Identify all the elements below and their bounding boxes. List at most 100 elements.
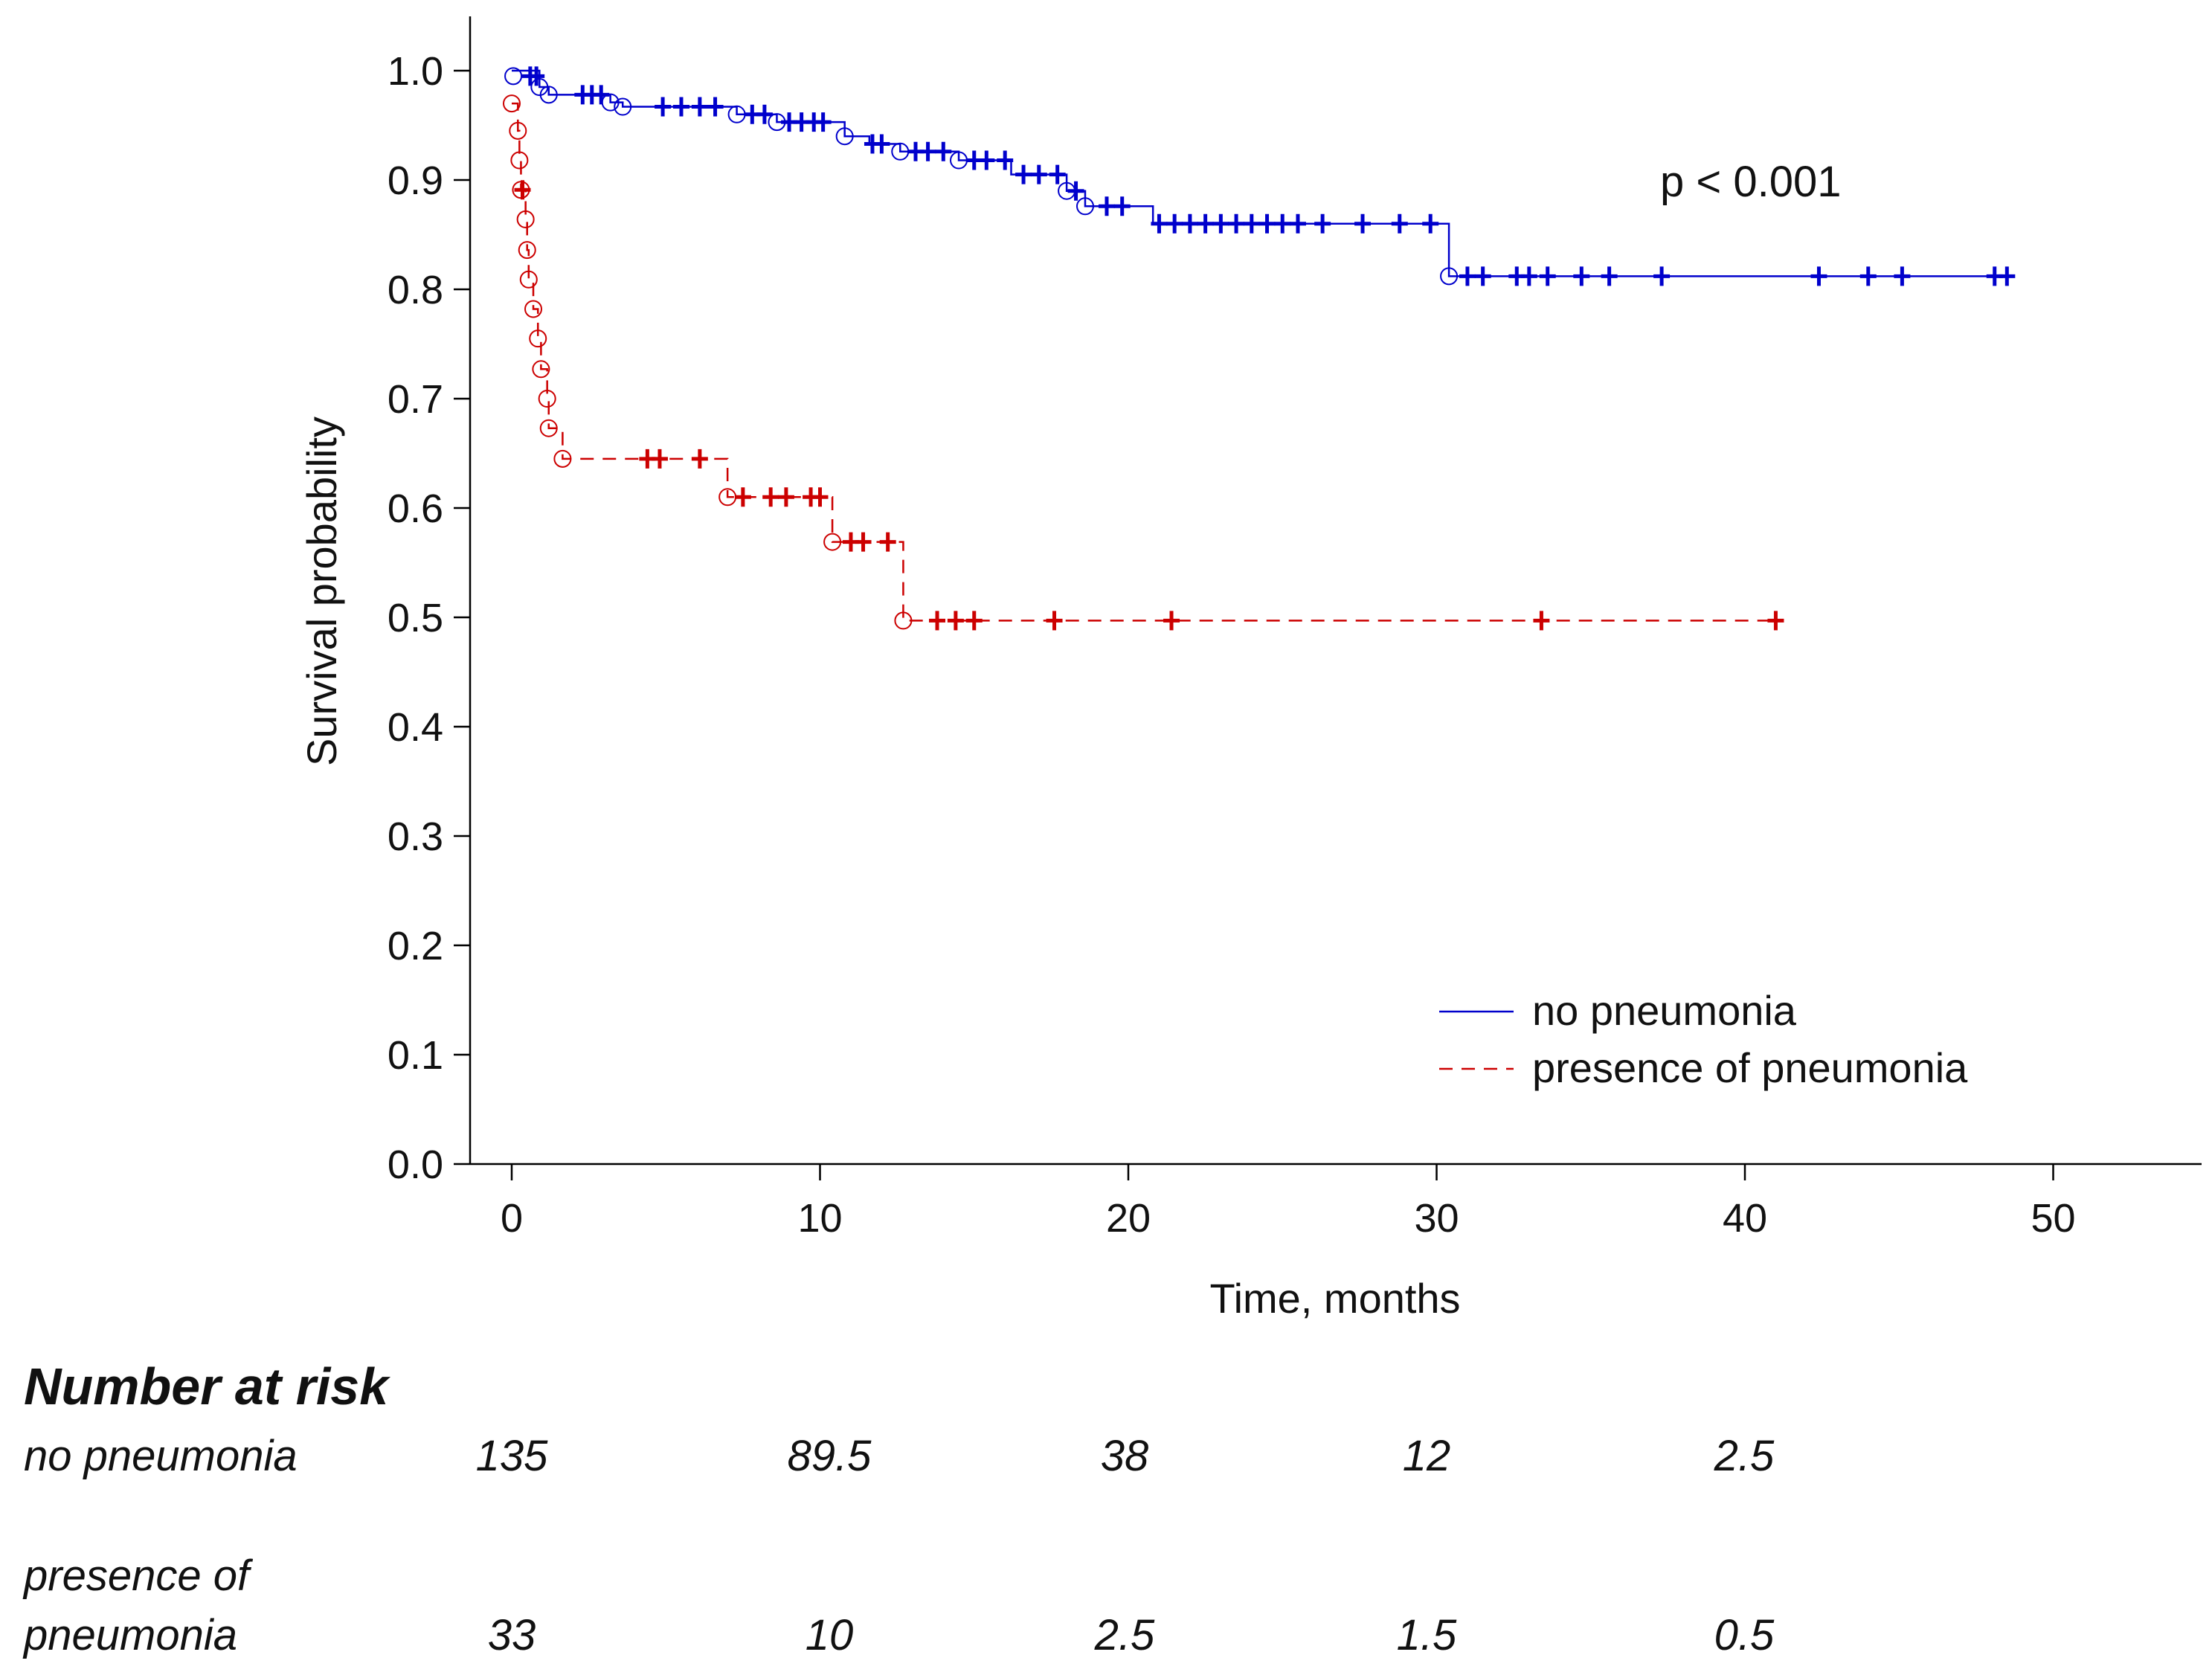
risk-value: 1.5: [1397, 1611, 1457, 1659]
censor-marker: [691, 97, 708, 117]
y-tick-label: 0.9: [388, 158, 443, 203]
censor-marker: [734, 487, 751, 507]
risk-row-label: pneumonia: [22, 1611, 237, 1659]
event-marker: [509, 121, 527, 140]
censor-marker: [935, 141, 952, 161]
censor-marker: [1391, 213, 1408, 234]
censor-marker: [691, 449, 708, 469]
censor-marker: [1046, 611, 1063, 631]
censor-marker: [919, 141, 936, 161]
censor-marker: [1197, 213, 1214, 234]
censor-marker: [1274, 213, 1291, 234]
event-marker: [524, 300, 543, 318]
censor-marker: [1067, 181, 1084, 201]
x-tick-label: 40: [1723, 1196, 1767, 1241]
censor-marker: [811, 487, 829, 507]
event-marker: [504, 67, 523, 86]
event-marker: [503, 94, 521, 113]
censor-marker: [1653, 266, 1671, 286]
y-tick-label: 0.5: [388, 596, 443, 640]
x-tick-label: 0: [501, 1196, 523, 1241]
risk-value: 10: [806, 1611, 854, 1659]
censor-marker: [997, 150, 1014, 170]
censor-marker: [1999, 266, 2016, 286]
risk-values: 135 89.5 38 12 2.5 33 10 2.5 1.5 0.5: [476, 1432, 1775, 1659]
event-marker: [614, 97, 632, 116]
y-tick-label: 0.1: [388, 1033, 443, 1078]
censor-marker: [1520, 266, 1537, 286]
x-ticks: 0 10 20 30 40 50: [501, 1164, 2076, 1241]
event-marker: [539, 86, 558, 104]
x-tick-label: 30: [1414, 1196, 1459, 1241]
risk-value: 0.5: [1714, 1611, 1775, 1659]
censor-marker: [1243, 213, 1260, 234]
censor-marker: [1533, 611, 1550, 631]
series-layer: [503, 66, 2016, 631]
censor-marker: [1859, 266, 1877, 286]
risk-row-label: presence of: [22, 1552, 254, 1600]
x-tick-label: 50: [2031, 1196, 2075, 1241]
censor-marker: [756, 104, 773, 124]
number-at-risk-title: Number at risk: [24, 1357, 390, 1415]
censor-marker: [655, 97, 672, 117]
censor-marker: [879, 532, 896, 552]
legend-label-no-pneumonia: no pneumonia: [1532, 987, 1797, 1034]
risk-row-label: no pneumonia: [24, 1432, 298, 1480]
event-marker: [532, 360, 550, 379]
x-tick-label: 10: [797, 1196, 842, 1241]
risk-value: 12: [1403, 1432, 1451, 1480]
x-axis-title: Time, months: [1209, 1275, 1460, 1322]
event-marker: [1076, 197, 1094, 216]
censor-marker: [1163, 611, 1180, 631]
censor-marker: [1212, 213, 1229, 234]
series-no-pneumonia: [504, 66, 2016, 286]
censor-marker: [855, 532, 872, 552]
censor-marker: [1314, 213, 1331, 234]
censor-marker: [1474, 266, 1491, 286]
censor-marker: [651, 449, 668, 469]
number-at-risk-table: Number at risk no pneumonia presence of …: [22, 1357, 1775, 1659]
legend-label-presence-of-pneumonia: presence of pneumonia: [1532, 1044, 1968, 1091]
censor-marker: [1098, 196, 1115, 216]
censor-marker: [1539, 266, 1556, 286]
y-tick-label: 0.7: [388, 377, 443, 422]
event-marker: [553, 449, 572, 468]
series-presence-of-pneumonia: [503, 94, 1784, 631]
censor-marker: [1459, 266, 1476, 286]
event-marker: [1440, 267, 1459, 286]
event-marker: [516, 210, 535, 228]
censor-marker: [965, 611, 983, 631]
censor-marker: [814, 112, 832, 132]
legend: no pneumonia presence of pneumonia: [1439, 987, 1968, 1091]
event-marker: [894, 611, 913, 630]
censor-marker: [777, 487, 794, 507]
risk-value: 2.5: [1094, 1611, 1155, 1659]
y-axis-title: Survival probability: [298, 417, 345, 766]
censor-marker: [1049, 164, 1066, 184]
risk-value: 2.5: [1714, 1432, 1775, 1480]
y-tick-label: 0.6: [388, 486, 443, 531]
y-tick-label: 0.0: [388, 1142, 443, 1187]
p-value-annotation: p < 0.001: [1660, 158, 1842, 206]
event-marker: [835, 127, 854, 146]
censor-marker: [593, 85, 610, 105]
censor-marker: [1354, 213, 1372, 234]
censor-marker: [1767, 611, 1784, 631]
censor-marker: [1113, 196, 1131, 216]
censor-marker: [1601, 266, 1618, 286]
censor-marker: [1810, 266, 1827, 286]
risk-value: 89.5: [788, 1432, 872, 1480]
censor-marker: [1573, 266, 1590, 286]
event-marker: [529, 330, 547, 348]
y-tick-label: 0.8: [388, 268, 443, 312]
y-tick-label: 0.4: [388, 705, 443, 750]
risk-value: 33: [488, 1611, 536, 1659]
censor-marker: [978, 150, 995, 170]
censor-marker: [1289, 213, 1306, 234]
censor-marker: [873, 134, 890, 154]
risk-value: 135: [476, 1432, 549, 1480]
event-marker: [538, 390, 556, 408]
censor-marker: [1181, 213, 1198, 234]
survival-curve-presence-of-pneumonia: [512, 102, 1776, 622]
